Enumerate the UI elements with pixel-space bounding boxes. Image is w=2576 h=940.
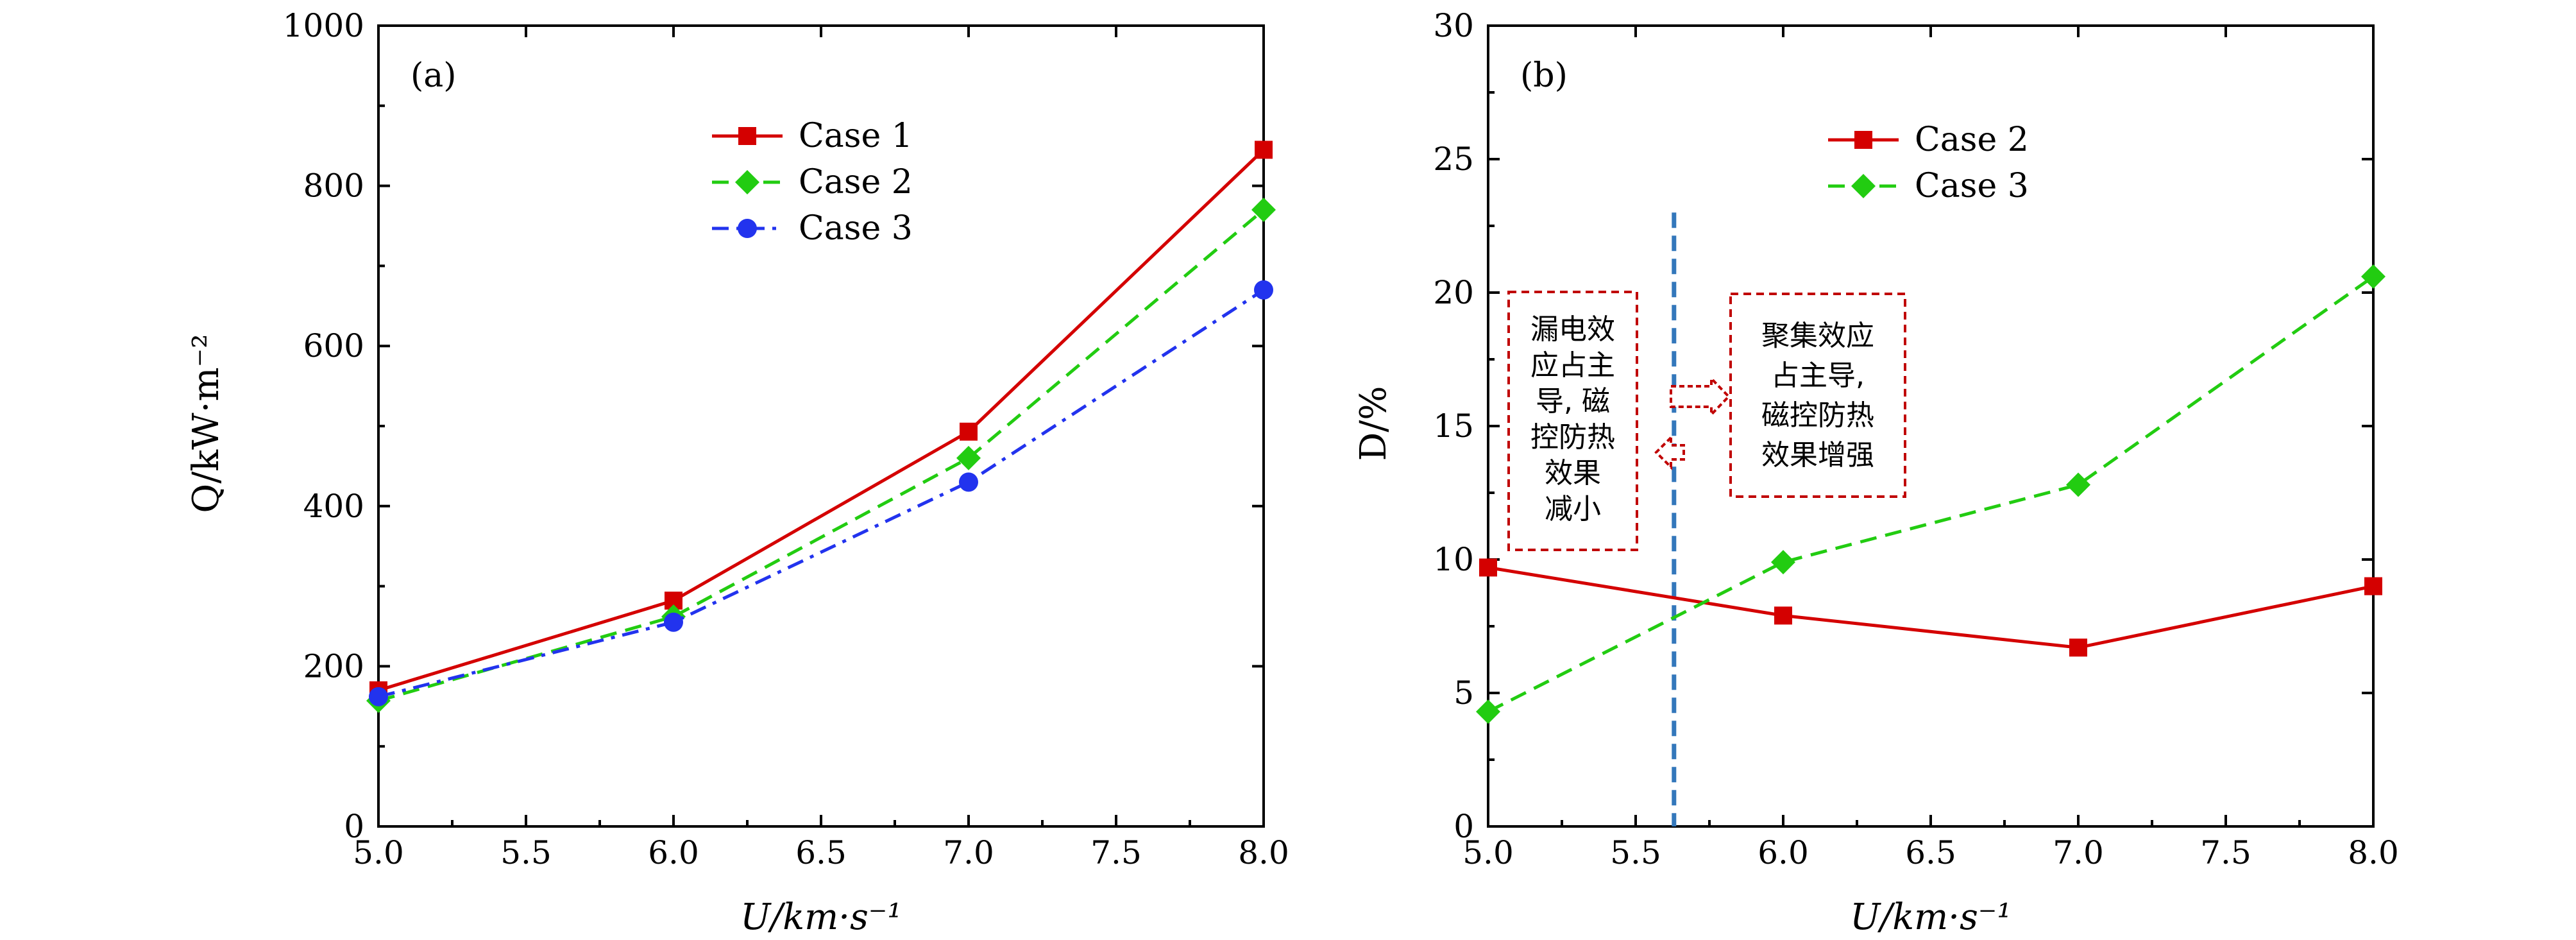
series-line-1 bbox=[1487, 566, 2374, 649]
y-tick-label: 25 bbox=[1433, 141, 1474, 178]
annotation-left-line: 漏电效 bbox=[1530, 313, 1615, 346]
annotation-right-line: 磁控防热 bbox=[1761, 399, 1874, 432]
x-tick-label: 8.0 bbox=[1238, 834, 1289, 871]
legend-marker bbox=[1854, 131, 1872, 149]
x-tick-label: 5.0 bbox=[353, 834, 404, 871]
data-point bbox=[1774, 606, 1792, 625]
legend-label: Case 2 bbox=[1915, 121, 2029, 159]
y-tick-label: 30 bbox=[1433, 7, 1474, 44]
legend-marker bbox=[738, 127, 756, 145]
annotation-left-line: 应占主 bbox=[1530, 349, 1615, 382]
x-axis-title: U/km·s⁻¹ bbox=[740, 896, 902, 938]
annotation-box-right bbox=[1729, 293, 1906, 498]
y-tick-label: 600 bbox=[303, 327, 364, 364]
data-point bbox=[960, 422, 978, 441]
x-tick-label: 7.0 bbox=[943, 834, 994, 871]
annotation-left-line: 导, 磁 bbox=[1536, 385, 1610, 418]
data-point bbox=[1254, 280, 1273, 300]
chart-panel-b: 5.0 5.5 6.0 6.5 7.0 7.5 8.0 0 5 10 15 20 25 30 U/km·s⁻… bbox=[1353, 7, 2399, 938]
y-axis-title: D/% bbox=[1353, 386, 1394, 461]
series-line-1 bbox=[378, 148, 1265, 692]
x-tick-label: 6.5 bbox=[1905, 834, 1956, 871]
y-tick-label: 0 bbox=[344, 808, 364, 845]
x-tick-label: 7.5 bbox=[2200, 834, 2251, 871]
panel-label: (b) bbox=[1520, 56, 1568, 95]
x-tick-label: 8.0 bbox=[2348, 834, 2399, 871]
legend-label: Case 3 bbox=[1915, 167, 2029, 205]
data-point bbox=[2069, 638, 2087, 657]
data-point bbox=[1771, 550, 1795, 575]
chart-panel-a: 5.0 5.5 6.0 6.5 7.0 7.5 8.0 0 200 400 600 800 1000 U/… bbox=[185, 7, 1289, 938]
x-tick-label: 5.5 bbox=[500, 834, 552, 871]
legend-label: Case 2 bbox=[799, 163, 913, 201]
data-point bbox=[2066, 472, 2090, 497]
data-point bbox=[2364, 577, 2382, 595]
y-tick-label: 15 bbox=[1433, 407, 1474, 445]
legend-label: Case 1 bbox=[799, 117, 913, 155]
data-point bbox=[1255, 141, 1273, 159]
y-tick-label: 10 bbox=[1433, 541, 1474, 578]
y-tick-label: 0 bbox=[1453, 808, 1474, 845]
y-tick-label: 400 bbox=[303, 488, 364, 525]
legend-label: Case 3 bbox=[799, 209, 913, 248]
series-line-2 bbox=[378, 209, 1265, 703]
y-tick-label: 200 bbox=[303, 647, 364, 685]
y-tick-label: 800 bbox=[303, 167, 364, 205]
x-axis-title: U/km·s⁻¹ bbox=[1850, 896, 2012, 938]
x-tick-label: 5.0 bbox=[1462, 834, 1514, 871]
legend-marker bbox=[1851, 174, 1876, 198]
data-point bbox=[369, 687, 388, 706]
legend-marker bbox=[735, 170, 759, 194]
x-tick-label: 6.0 bbox=[1758, 834, 1809, 871]
series-line-2 bbox=[1487, 275, 2375, 714]
data-point bbox=[1476, 699, 1500, 724]
panel-label: (a) bbox=[411, 56, 457, 95]
x-tick-label: 6.0 bbox=[648, 834, 699, 871]
annotation-right-line: 效果增强 bbox=[1761, 439, 1874, 472]
data-point bbox=[2361, 264, 2385, 289]
y-axis-title: Q/kW·m⁻² bbox=[185, 334, 227, 513]
x-tick-label: 7.5 bbox=[1090, 834, 1142, 871]
arrow-right-icon bbox=[1670, 375, 1731, 418]
data-point bbox=[664, 612, 683, 632]
data-point bbox=[959, 472, 978, 492]
annotation-left-line: 效果 bbox=[1545, 457, 1601, 490]
arrow-left-icon bbox=[1654, 434, 1685, 470]
annotation-right-line: 聚集效应 bbox=[1761, 320, 1874, 352]
data-point bbox=[1479, 558, 1497, 577]
annotation-box-left bbox=[1507, 291, 1638, 551]
series-line-3 bbox=[378, 288, 1265, 699]
legend-marker bbox=[738, 219, 757, 238]
annotation-left-line: 控防热 bbox=[1530, 421, 1615, 454]
x-tick-label: 5.5 bbox=[1610, 834, 1661, 871]
y-tick-label: 20 bbox=[1433, 274, 1474, 311]
data-point bbox=[956, 445, 981, 470]
annotation-right-line: 占主导, bbox=[1771, 359, 1865, 392]
x-tick-label: 6.5 bbox=[795, 834, 847, 871]
x-tick-label: 7.0 bbox=[2053, 834, 2104, 871]
annotation-left-line: 减小 bbox=[1545, 493, 1601, 526]
data-point bbox=[1251, 198, 1276, 223]
y-tick-label: 1000 bbox=[283, 7, 364, 44]
y-tick-label: 5 bbox=[1453, 674, 1474, 712]
